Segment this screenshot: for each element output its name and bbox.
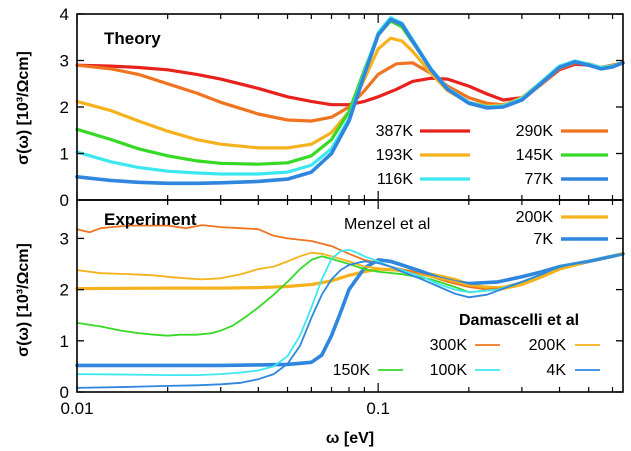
y-tick-label: 1 (60, 145, 69, 164)
y-tick-label: 0 (60, 191, 69, 210)
theory-curves (75, 16, 625, 186)
legend-label-damascelli-150k: 150K (333, 362, 371, 379)
theory-panel-title: Theory (104, 29, 161, 48)
y-tick-label: 4 (60, 5, 69, 24)
x-axis-label: ω [eV] (326, 430, 374, 447)
legend-label-290k: 290K (516, 123, 554, 140)
y-tick-label: 2 (60, 98, 69, 117)
legend-label-77k: 77K (525, 171, 554, 188)
experiment-ticks: 0 1 2 3 0.01 0.1 (60, 200, 623, 418)
theory-panel: 0 1 2 3 4 Theory σ(ω) [10³/Ωcm] 387K 290K 19… (15, 5, 625, 210)
legend-group-menzel: Menzel et al (344, 216, 430, 233)
experiment-panel-title: Experiment (104, 210, 197, 229)
series-theory-5-line (75, 17, 625, 186)
legend-group-damascelli: Damascelli et al (459, 312, 579, 329)
y-tick-label: 3 (60, 229, 69, 248)
experiment-plot-frame (76, 199, 624, 393)
legend-label-116k: 116K (377, 171, 414, 188)
y-tick-label: 3 (60, 52, 69, 71)
legend-label-damascelli-100k: 100K (430, 362, 468, 379)
theory-ticks: 0 1 2 3 4 (60, 5, 623, 210)
series-experiment-6-line (76, 252, 624, 389)
x-tick-label: 0.01 (60, 399, 93, 418)
experiment-y-axis-label: σ(ω) [10³/Ωcm] (15, 243, 32, 357)
experiment-panel: 0 1 2 3 0.01 0.1 Experiment σ(ω) [10³/Ωcm] ω … (15, 199, 625, 447)
theory-legend: 387K 290K 193K 145K 116K 77K (376, 123, 608, 188)
legend-label-387k: 387K (376, 123, 414, 140)
series-experiment-3-line (76, 251, 624, 288)
legend-label-193k: 193K (376, 147, 414, 164)
legend-label-damascelli-200k: 200K (529, 337, 567, 354)
legend-label-menzel-7k: 7K (533, 231, 553, 248)
x-tick-label: 0.1 (366, 399, 390, 418)
experiment-legend: Menzel et al 200K 7K Damascelli et al 30… (333, 209, 608, 379)
legend-label-menzel-200k: 200K (516, 209, 554, 226)
y-tick-label: 2 (60, 281, 69, 300)
y-tick-label: 1 (60, 332, 69, 351)
theory-y-axis-label: σ(ω) [10³/Ωcm] (15, 51, 32, 165)
y-tick-label: 0 (60, 383, 69, 402)
legend-label-damascelli-300k: 300K (430, 337, 468, 354)
legend-label-145k: 145K (516, 147, 554, 164)
legend-label-damascelli-4k: 4K (546, 362, 566, 379)
experiment-curves (75, 224, 625, 389)
